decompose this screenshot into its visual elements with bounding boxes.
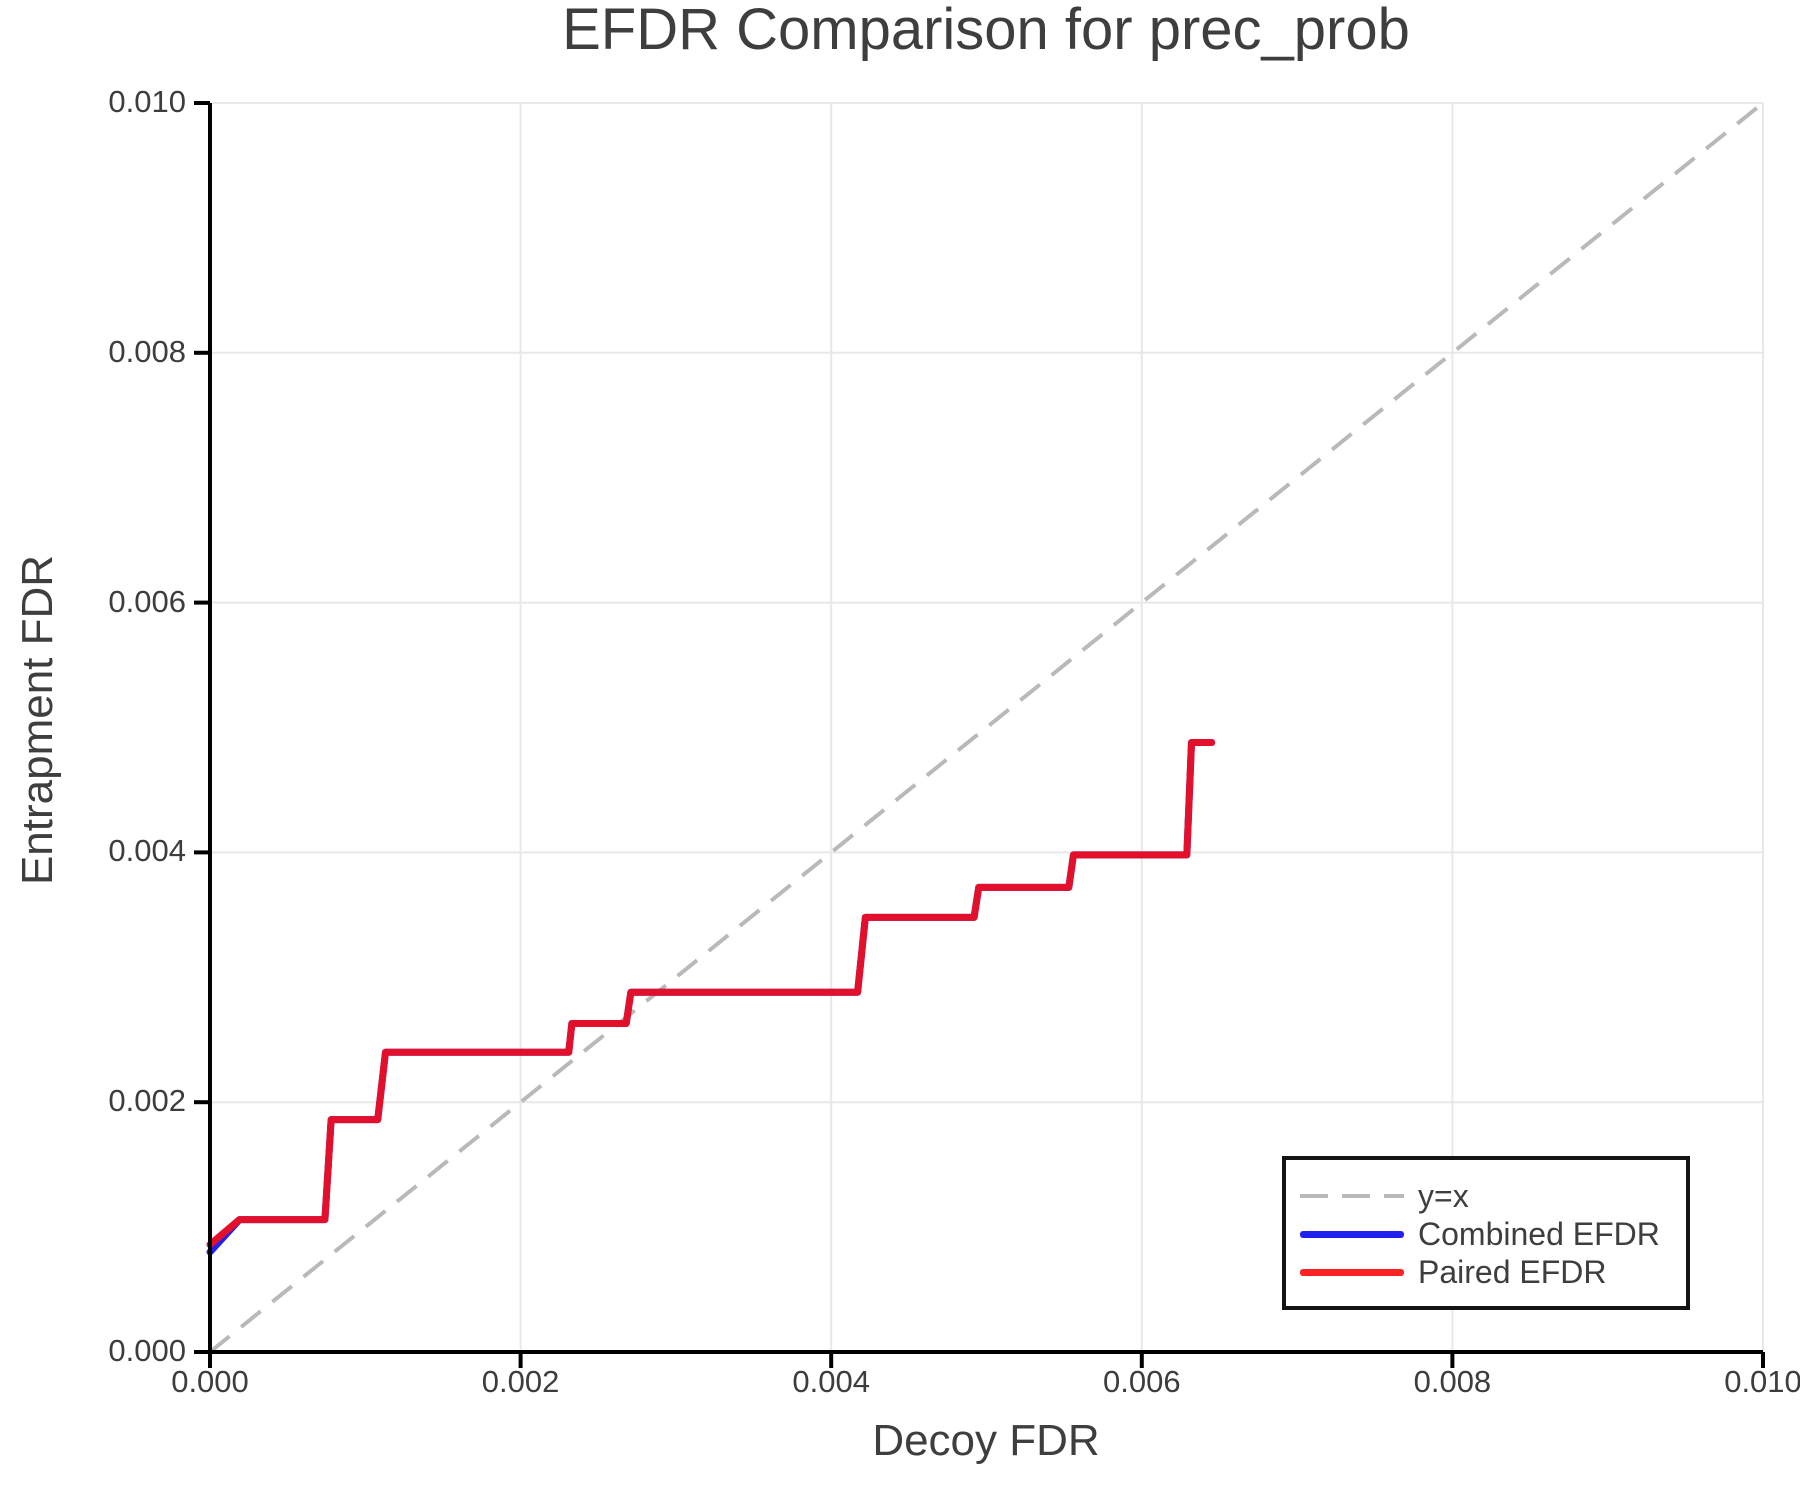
x-tick-label: 0.010 — [1724, 1364, 1800, 1399]
x-tick-label: 0.004 — [792, 1364, 870, 1399]
y-tick-label: 0.006 — [108, 583, 186, 619]
legend: y=x Combined EFDR Paired EFDR — [1282, 1156, 1690, 1310]
combined-efdr-line — [206, 738, 1216, 1256]
x-tick-label: 0.006 — [1103, 1364, 1181, 1399]
legend-label: Paired EFDR — [1418, 1253, 1607, 1290]
legend-item-y-equals-x: y=x — [1300, 1177, 1686, 1215]
legend-swatch-blue-line — [1300, 1230, 1404, 1238]
x-tick-label: 0.008 — [1413, 1364, 1492, 1399]
chart-title: EFDR Comparison for prec_prob — [562, 0, 1410, 62]
legend-swatch-dashed-line — [1300, 1194, 1404, 1198]
x-axis-title: Decoy FDR — [872, 1416, 1100, 1465]
x-tick-label: 0.002 — [481, 1364, 560, 1399]
y-tick-label: 0.002 — [108, 1083, 186, 1119]
y-tick-label: 0.008 — [108, 333, 186, 369]
legend-swatch-red-line — [1300, 1268, 1404, 1276]
x-tick-label: 0.000 — [171, 1364, 249, 1399]
y-x-line — [208, 101, 1765, 1354]
y-tick-label: 0.004 — [108, 833, 186, 869]
legend-item-combined-efdr: Combined EFDR — [1300, 1215, 1686, 1253]
legend-label: Combined EFDR — [1418, 1215, 1660, 1252]
legend-label: y=x — [1418, 1177, 1469, 1214]
y-tick-label: 0.010 — [108, 84, 186, 119]
y-tick-label: 0.000 — [108, 1333, 186, 1368]
legend-item-paired-efdr: Paired EFDR — [1300, 1253, 1686, 1291]
paired-efdr-line — [206, 738, 1216, 1249]
